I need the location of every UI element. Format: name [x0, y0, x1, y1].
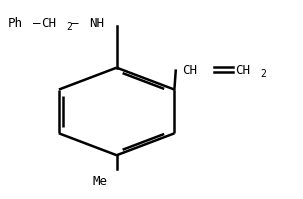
- Text: CH: CH: [182, 64, 197, 77]
- Text: Me: Me: [92, 175, 108, 188]
- Text: CH: CH: [41, 17, 56, 30]
- Text: 2: 2: [66, 22, 72, 32]
- Text: CH: CH: [235, 64, 250, 77]
- Text: —: —: [71, 17, 78, 30]
- Text: —: —: [33, 17, 41, 30]
- Text: NH: NH: [89, 17, 105, 30]
- Text: 2: 2: [260, 69, 266, 79]
- Text: Ph: Ph: [8, 17, 23, 30]
